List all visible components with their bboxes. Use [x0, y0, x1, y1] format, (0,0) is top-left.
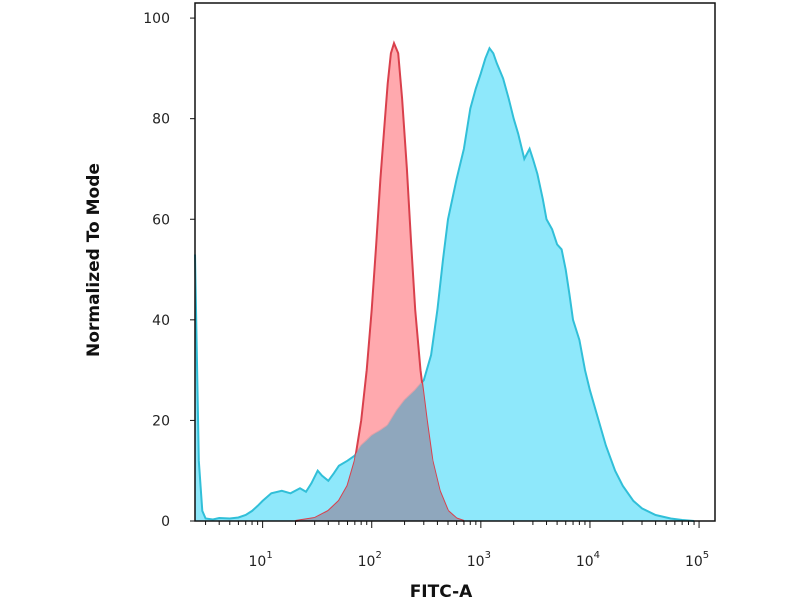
y-tick-label: 20: [152, 413, 170, 429]
overlap-area: [295, 382, 464, 521]
y-axis-title: Normalized To Mode: [84, 163, 104, 357]
x-axis: 101 102 103 104 105: [205, 521, 709, 570]
plot-area: [194, 40, 695, 522]
y-tick-label: 100: [143, 11, 170, 27]
y-tick-label: 40: [152, 313, 170, 329]
series-1-area: [195, 48, 695, 522]
series-1-line: [194, 46, 695, 522]
x-tick-label: 102: [358, 550, 382, 570]
x-tick-label: 104: [576, 550, 600, 570]
plot-frame: [194, 2, 716, 522]
y-axis: 0 20 40 60 80 100: [143, 11, 195, 530]
x-tick-label: 105: [685, 550, 709, 570]
y-tick-label: 60: [152, 212, 170, 228]
x-tick-label: 101: [249, 550, 273, 570]
x-axis-title: FITC-A: [410, 582, 473, 600]
x-tick-label: 103: [467, 550, 491, 570]
series-0-line: [295, 40, 465, 522]
y-tick-label: 0: [161, 514, 170, 530]
y-tick-label: 80: [152, 112, 170, 128]
